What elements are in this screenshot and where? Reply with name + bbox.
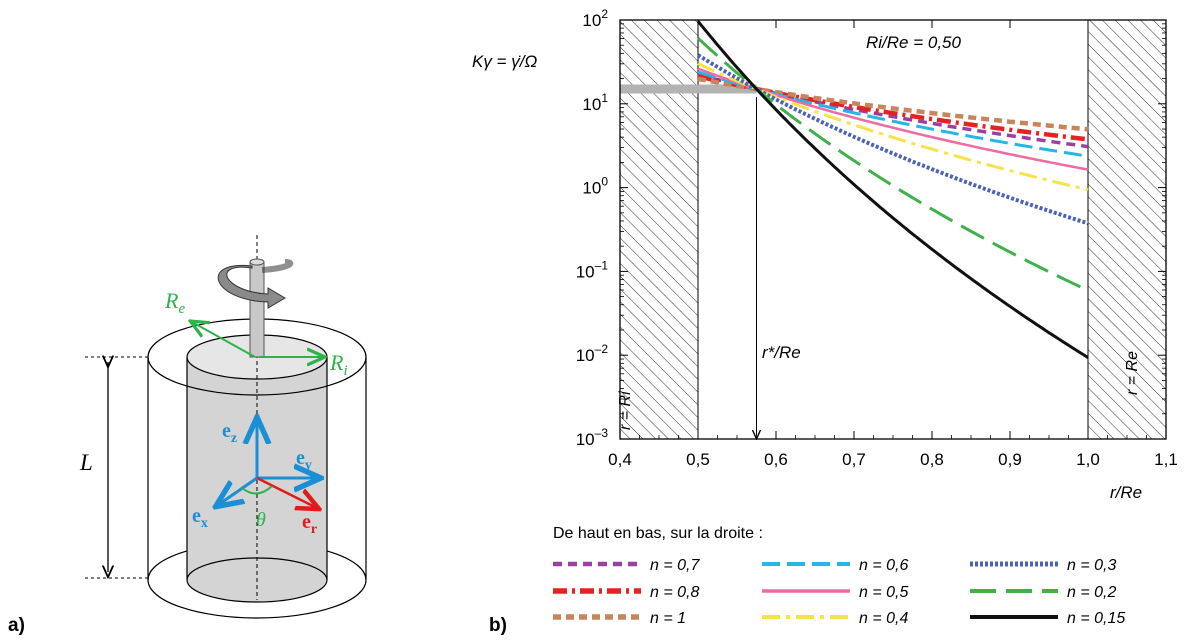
plot-frame (619, 19, 1167, 440)
label-Ri: Ri (329, 350, 348, 379)
rotation-arrow-icon (217, 264, 286, 309)
x-tick-label: 0,7 (842, 450, 866, 469)
legend-label: n = 0,15 (1067, 610, 1125, 627)
label-Re: Re (164, 288, 185, 317)
legend-label: n = 0,4 (859, 610, 908, 627)
legend-label: n = 0,7 (650, 557, 700, 574)
legend-label: n = 0,2 (1067, 584, 1116, 601)
legend-heading: De haut en bas, sur la droite : (553, 525, 763, 542)
label-L: L (79, 450, 93, 475)
panel-a-label: a) (8, 615, 25, 636)
label-ey: ey (296, 447, 312, 473)
y-tick-label: 102 (582, 7, 608, 30)
hatch-region-outer (1088, 20, 1166, 439)
x-tick-label: 0,5 (686, 450, 710, 469)
outer-radius-arrow (192, 322, 256, 358)
panel-b-label: b) (489, 615, 507, 636)
y-tick-label: 10–3 (576, 426, 609, 449)
label-theta: θ (256, 509, 266, 531)
hatch-region-inner (620, 20, 698, 439)
r-star-label: r*/Re (762, 343, 801, 362)
x-tick-label: 0,4 (608, 450, 632, 469)
x-axis-label: r/Re (1110, 483, 1142, 502)
legend-label: n = 0,8 (650, 584, 699, 601)
series-line (696, 20, 1089, 359)
legend-label: n = 0,6 (859, 557, 908, 574)
outer-wall-label: r = Re (1124, 351, 1141, 395)
x-tick-label: 1,0 (1076, 450, 1100, 469)
y-axis-label: Kγ = γ̇/Ω (472, 52, 537, 71)
series-layer (696, 20, 1089, 359)
x-axis: 0,4 0,5 0,6 0,7 0,8 0,9 1,0 1,1 (608, 20, 1178, 469)
chart-title: Ri/Re = 0,50 (866, 33, 962, 52)
legend-label: n = 0,3 (1067, 557, 1116, 574)
legend: De haut en bas, sur la droite : n = 0,7 n… (553, 525, 1125, 627)
x-tick-label: 0,9 (998, 450, 1022, 469)
label-ex: ex (192, 505, 208, 531)
legend-label: n = 0,5 (859, 584, 908, 601)
label-ez: ez (222, 420, 237, 446)
y-tick-label: 10–2 (576, 342, 609, 365)
ex-vector-arrow (218, 476, 258, 505)
x-tick-label: 0,8 (920, 450, 944, 469)
series-line (697, 62, 1089, 192)
y-tick-label: 100 (582, 175, 608, 198)
inner-wall-label: r = Ri (617, 391, 634, 430)
x-tick-label: 0,6 (764, 450, 788, 469)
er-vector-arrow (256, 476, 317, 508)
legend-label: n = 1 (650, 610, 686, 627)
y-axis: 102 101 100 10–1 10–2 10–3 (576, 7, 1166, 449)
y-tick-label: 101 (582, 91, 608, 114)
shear-rate-chart: 102 101 100 10–1 10–2 10–3 0,4 0,5 0,6 0,7 0,8 0,9… (472, 7, 1178, 502)
rotor-shaft (249, 261, 265, 358)
couette-cell-diagram: L Re Ri ez ey ex er θ (79, 235, 367, 619)
x-tick-label: 1,1 (1154, 450, 1178, 469)
label-er: er (302, 511, 317, 537)
y-tick-label: 10–1 (576, 258, 609, 281)
theta-angle-arc (241, 485, 273, 495)
